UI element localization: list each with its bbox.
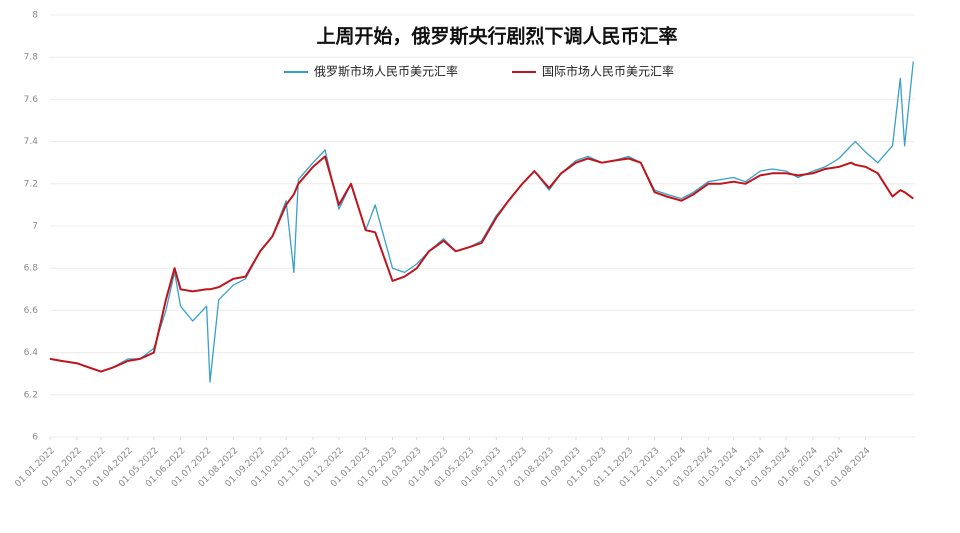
y-tick-label: 7.4 <box>24 137 39 147</box>
y-tick-label: 7.6 <box>24 95 39 105</box>
y-tick-label: 6.6 <box>24 306 39 316</box>
y-tick-label: 6.4 <box>24 348 39 358</box>
chart-title: 上周开始，俄罗斯央行剧烈下调人民币汇率 <box>316 25 677 48</box>
y-tick-label: 6 <box>32 433 38 443</box>
y-tick-label: 7.8 <box>24 53 39 63</box>
y-tick-label: 7.2 <box>24 179 38 189</box>
y-tick-label: 6.2 <box>24 390 38 400</box>
series-line <box>49 155 914 373</box>
legend-label: 国际市场人民币美元汇率 <box>542 64 674 79</box>
y-tick-label: 7 <box>32 222 38 232</box>
y-tick-label: 6.8 <box>24 264 39 274</box>
series-line <box>49 61 914 383</box>
legend-label: 俄罗斯市场人民币美元汇率 <box>314 64 458 79</box>
y-tick-label: 8 <box>32 11 38 21</box>
